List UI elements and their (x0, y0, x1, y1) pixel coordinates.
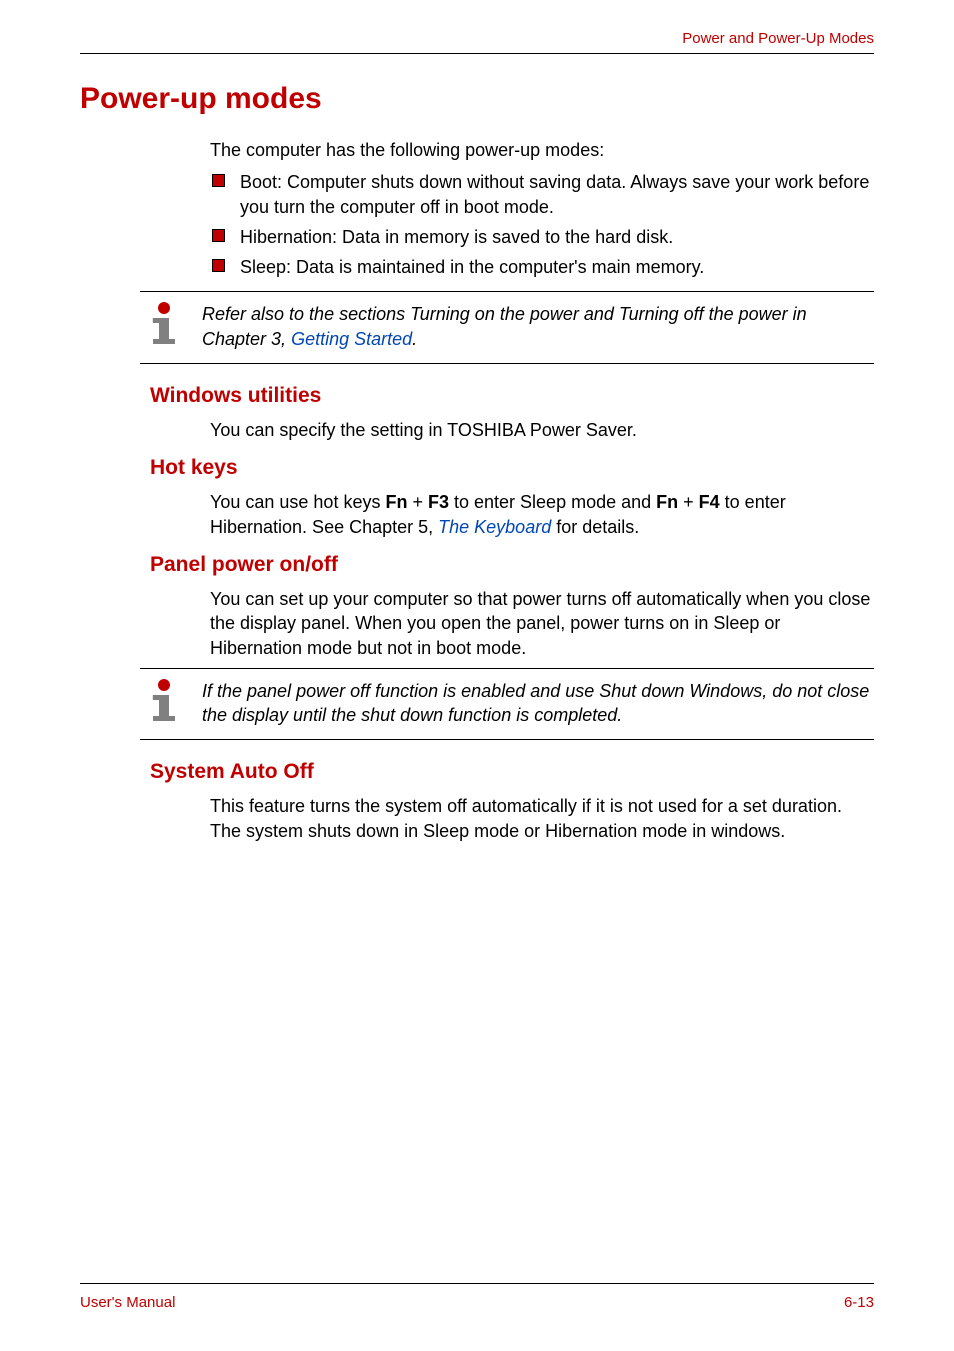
list-item: Boot: Computer shuts down without saving… (210, 170, 874, 219)
hot-keys-heading: Hot keys (150, 456, 874, 480)
hk-mid: to enter Sleep mode and (449, 492, 656, 512)
list-item-text: Sleep: Data is maintained in the compute… (240, 257, 704, 277)
footer-left: User's Manual (80, 1294, 175, 1311)
auto-off-heading: System Auto Off (150, 760, 874, 784)
chapter-label: Power and Power-Up Modes (682, 30, 874, 47)
hk-fn2: Fn (656, 492, 678, 512)
note-box: Refer also to the sections Turning on th… (140, 291, 874, 364)
panel-heading: Panel power on/off (150, 553, 874, 577)
note-text: Refer also to the sections Turning on th… (202, 302, 874, 351)
note-box: If the panel power off function is enabl… (140, 668, 874, 741)
bullet-icon (212, 229, 225, 242)
info-icon (144, 679, 184, 725)
hot-keys-text: You can use hot keys Fn + F3 to enter Sl… (210, 490, 874, 539)
mode-list: Boot: Computer shuts down without saving… (210, 170, 874, 279)
keyboard-link[interactable]: The Keyboard (438, 517, 551, 537)
getting-started-link[interactable]: Getting Started (291, 329, 412, 349)
intro-paragraph: The computer has the following power-up … (210, 138, 874, 162)
windows-utilities-text: You can specify the setting in TOSHIBA P… (210, 418, 874, 442)
hk-pre: You can use hot keys (210, 492, 385, 512)
bullet-icon (212, 174, 225, 187)
list-item-text: Hibernation: Data in memory is saved to … (240, 227, 673, 247)
note-text: If the panel power off function is enabl… (202, 679, 874, 728)
list-item-text: Boot: Computer shuts down without saving… (240, 172, 869, 216)
hk-fn1: Fn (385, 492, 407, 512)
bullet-icon (212, 259, 225, 272)
section-title: Power-up modes (80, 82, 874, 116)
hk-plus1: + (407, 492, 428, 512)
page-footer: User's Manual 6-13 (80, 1283, 874, 1311)
hk-post2: for details. (551, 517, 639, 537)
panel-text: You can set up your computer so that pow… (210, 587, 874, 660)
hk-plus2: + (678, 492, 699, 512)
auto-off-text: This feature turns the system off automa… (210, 794, 874, 843)
note-post: . (412, 329, 417, 349)
hk-f3: F3 (428, 492, 449, 512)
windows-utilities-heading: Windows utilities (150, 384, 874, 408)
page-header: Power and Power-Up Modes (80, 30, 874, 54)
list-item: Sleep: Data is maintained in the compute… (210, 255, 874, 279)
info-icon (144, 302, 184, 348)
hk-f4: F4 (699, 492, 720, 512)
list-item: Hibernation: Data in memory is saved to … (210, 225, 874, 249)
footer-right: 6-13 (844, 1294, 874, 1311)
